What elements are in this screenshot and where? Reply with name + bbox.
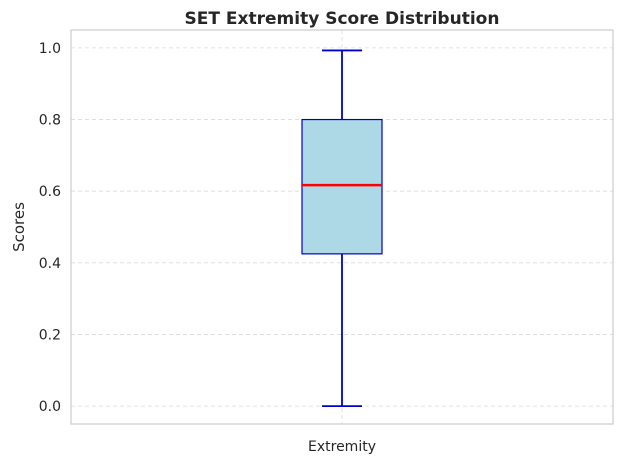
x-tick-label: Extremity — [308, 439, 376, 455]
plot-frame — [70, 29, 614, 425]
y-tick-label: 0.8 — [39, 113, 61, 129]
x-tick-labels: Extremity — [308, 439, 376, 455]
y-tick-label: 0.6 — [39, 184, 61, 200]
box-plot-extremity — [301, 49, 383, 407]
chart-title: SET Extremity Score Distribution — [185, 9, 500, 29]
y-tick-label: 1.0 — [39, 41, 61, 57]
y-tick-label: 0.4 — [39, 256, 61, 272]
y-tick-label: 0.2 — [39, 327, 61, 343]
y-tick-labels: 0.0 0.2 0.4 0.6 0.8 1.0 — [39, 41, 61, 415]
iqr-box — [301, 118, 383, 255]
y-tick-label: 0.0 — [39, 399, 61, 415]
y-axis-label: Scores — [10, 202, 28, 252]
box-plot-series — [301, 49, 383, 407]
